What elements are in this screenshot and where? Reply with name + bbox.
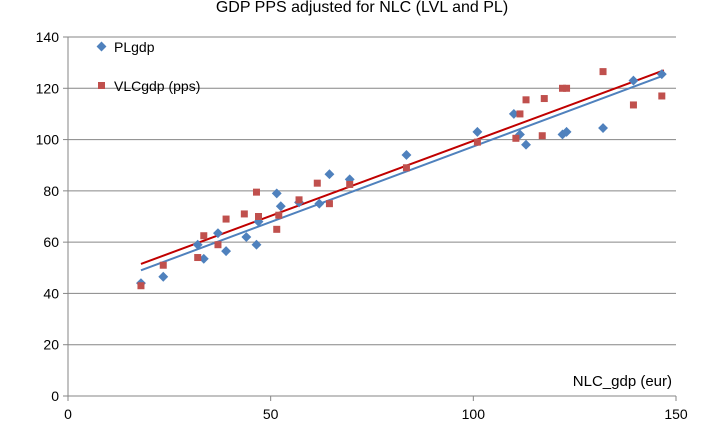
point-series-0-22	[598, 123, 608, 133]
point-series-1-8	[255, 213, 263, 220]
point-series-0-15	[401, 150, 412, 160]
point-series-1-2	[194, 254, 202, 262]
point-series-1-15	[402, 164, 410, 172]
point-series-0-24	[656, 69, 667, 80]
trend-line-series-0	[140, 74, 665, 272]
point-series-1-10	[275, 211, 283, 219]
x-tick-label: 50	[263, 406, 279, 422]
legend-label-plgdp: PLgdp	[114, 39, 155, 55]
point-series-0-6	[241, 232, 252, 242]
point-series-1-19	[522, 96, 530, 104]
point-series-1-18	[516, 110, 524, 118]
legend-entry-plgdp: PLgdp	[96, 39, 155, 55]
trend-line-series-1	[140, 69, 665, 265]
legend-entry-vlcgdp: VLCgdp (pps)	[98, 78, 200, 94]
point-series-0-7	[251, 239, 262, 250]
point-series-0-23	[628, 75, 639, 86]
point-series-1-6	[240, 210, 248, 218]
legend-label-vlcgdp: VLCgdp (pps)	[114, 78, 200, 94]
legend-marker-plgdp	[96, 41, 107, 52]
point-series-1-7	[252, 188, 260, 196]
point-series-0-9	[271, 188, 282, 199]
y-tick-label: 60	[43, 234, 59, 250]
point-series-1-1	[159, 261, 167, 269]
legend: PLgdp VLCgdp (pps)	[96, 39, 200, 94]
point-series-1-20	[538, 132, 546, 140]
point-series-0-21	[561, 126, 572, 137]
point-series-1-25	[629, 101, 637, 109]
point-series-1-4	[214, 241, 222, 249]
point-series-0-1	[158, 271, 169, 282]
gridlines	[63, 36, 676, 397]
y-tick-label: 0	[51, 388, 59, 404]
y-tick-label: 80	[43, 183, 59, 199]
point-series-0-16	[472, 126, 483, 137]
y-tick-label: 20	[43, 337, 59, 353]
y-tick-labels: 0 20 40 60 80 100 120 140	[36, 29, 60, 404]
x-tick-label: 0	[64, 406, 72, 422]
point-series-1-0	[137, 282, 145, 290]
point-series-1-24	[599, 68, 607, 76]
axes	[67, 37, 677, 401]
y-tick-label: 120	[36, 80, 60, 96]
plot-area	[68, 37, 676, 396]
chart-title: GDP PPS adjusted for NLC (LVL and PL)	[216, 0, 508, 16]
point-series-1-12	[313, 179, 321, 187]
point-series-1-3	[200, 232, 208, 240]
x-tick-labels: 0 50 100 150	[64, 406, 688, 422]
legend-marker-vlcgdp	[98, 82, 105, 89]
point-series-1-5	[222, 215, 230, 223]
point-series-0-10	[275, 201, 286, 212]
point-series-0-2	[192, 239, 203, 250]
point-series-1-26	[658, 92, 666, 100]
point-series-1-21	[540, 95, 548, 103]
trend-lines	[140, 69, 665, 272]
x-axis-label: NLC_gdp (eur)	[573, 373, 672, 390]
data-points	[136, 68, 667, 290]
point-series-1-23	[563, 84, 571, 92]
point-series-1-11	[295, 196, 303, 204]
point-series-1-17	[512, 134, 520, 142]
x-tick-label: 150	[664, 406, 688, 422]
point-series-0-12	[314, 198, 325, 209]
y-tick-label: 140	[36, 29, 60, 45]
point-series-0-5	[221, 246, 232, 257]
point-series-1-16	[473, 138, 481, 146]
point-series-1-22	[559, 84, 567, 92]
point-series-0-13	[324, 169, 335, 180]
point-series-0-19	[521, 139, 531, 150]
point-series-1-9	[273, 225, 281, 233]
point-series-0-4	[213, 228, 223, 239]
y-tick-label: 100	[36, 132, 60, 148]
point-series-0-3	[198, 253, 209, 264]
point-series-1-13	[325, 200, 333, 208]
x-tick-label: 100	[462, 406, 486, 422]
y-tick-label: 40	[43, 285, 59, 301]
point-series-1-14	[346, 180, 354, 188]
